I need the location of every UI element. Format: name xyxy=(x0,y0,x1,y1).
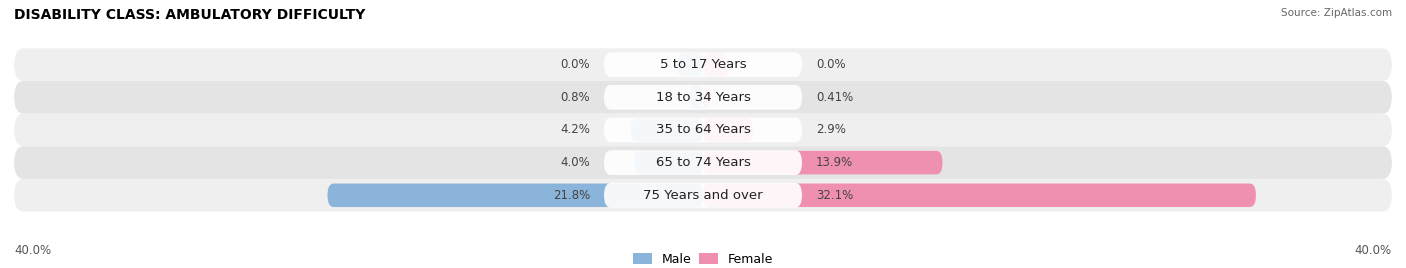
Text: DISABILITY CLASS: AMBULATORY DIFFICULTY: DISABILITY CLASS: AMBULATORY DIFFICULTY xyxy=(14,8,366,22)
FancyBboxPatch shape xyxy=(605,118,801,142)
FancyBboxPatch shape xyxy=(605,52,801,77)
FancyBboxPatch shape xyxy=(605,150,801,175)
FancyBboxPatch shape xyxy=(703,85,710,109)
FancyBboxPatch shape xyxy=(703,53,728,76)
FancyBboxPatch shape xyxy=(14,179,1392,212)
Text: 21.8%: 21.8% xyxy=(553,189,591,202)
Text: 0.0%: 0.0% xyxy=(561,58,591,71)
FancyBboxPatch shape xyxy=(14,114,1392,146)
FancyBboxPatch shape xyxy=(605,183,801,208)
Text: 5 to 17 Years: 5 to 17 Years xyxy=(659,58,747,71)
FancyBboxPatch shape xyxy=(703,118,754,142)
FancyBboxPatch shape xyxy=(14,48,1392,81)
Text: 40.0%: 40.0% xyxy=(1355,244,1392,257)
Text: 2.9%: 2.9% xyxy=(815,124,845,136)
Text: Source: ZipAtlas.com: Source: ZipAtlas.com xyxy=(1281,8,1392,18)
Text: 13.9%: 13.9% xyxy=(815,156,853,169)
FancyBboxPatch shape xyxy=(703,151,942,174)
FancyBboxPatch shape xyxy=(328,184,703,207)
FancyBboxPatch shape xyxy=(678,53,703,76)
FancyBboxPatch shape xyxy=(605,85,801,110)
Text: 0.41%: 0.41% xyxy=(815,91,853,104)
Text: 0.0%: 0.0% xyxy=(815,58,845,71)
Text: 40.0%: 40.0% xyxy=(14,244,51,257)
Text: 4.0%: 4.0% xyxy=(561,156,591,169)
FancyBboxPatch shape xyxy=(703,184,1256,207)
FancyBboxPatch shape xyxy=(14,146,1392,179)
Text: 35 to 64 Years: 35 to 64 Years xyxy=(655,124,751,136)
Text: 4.2%: 4.2% xyxy=(561,124,591,136)
Text: 65 to 74 Years: 65 to 74 Years xyxy=(655,156,751,169)
FancyBboxPatch shape xyxy=(689,85,703,109)
Legend: Male, Female: Male, Female xyxy=(628,248,778,268)
Text: 18 to 34 Years: 18 to 34 Years xyxy=(655,91,751,104)
Text: 32.1%: 32.1% xyxy=(815,189,853,202)
Text: 75 Years and over: 75 Years and over xyxy=(643,189,763,202)
FancyBboxPatch shape xyxy=(631,118,703,142)
FancyBboxPatch shape xyxy=(634,151,703,174)
FancyBboxPatch shape xyxy=(14,81,1392,114)
Text: 0.8%: 0.8% xyxy=(561,91,591,104)
